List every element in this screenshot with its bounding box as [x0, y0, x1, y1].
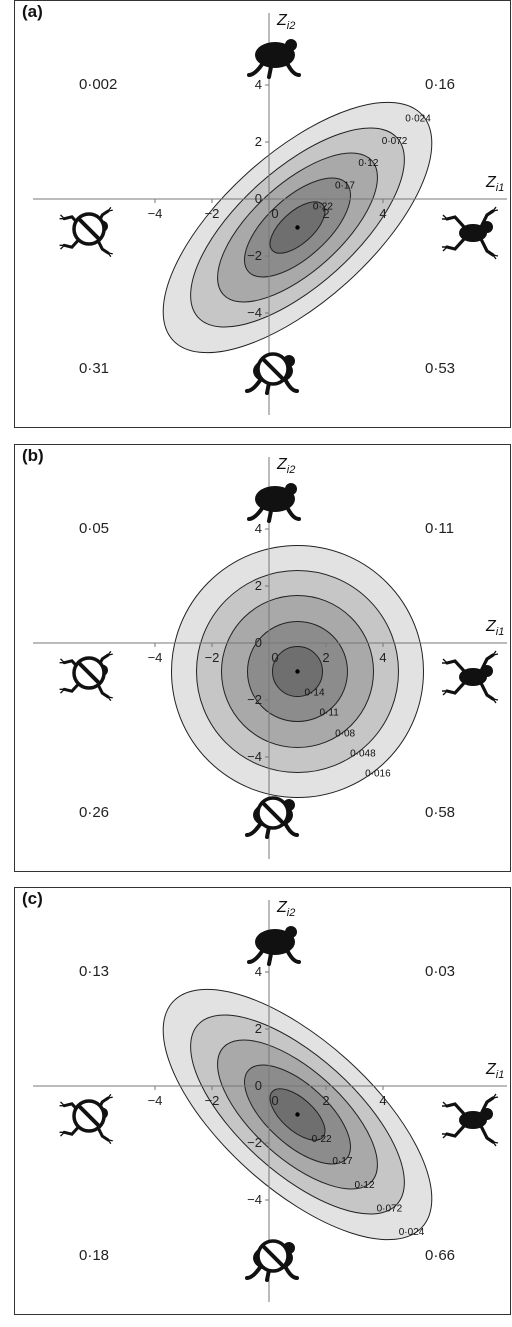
y-tick-label: 4: [255, 521, 262, 536]
prohibited-icon: [256, 352, 290, 386]
contour-label: 0·08: [335, 728, 355, 739]
y-axis-label: Zi2: [276, 12, 295, 32]
panel-label: (a): [22, 2, 43, 21]
x-tick-label: 2: [322, 650, 329, 665]
toad-icon: [247, 483, 301, 523]
contour-label: 0·12: [355, 1180, 375, 1191]
prohibited-icon: [72, 656, 106, 690]
mean-point: [295, 225, 300, 230]
panel-label: (c): [22, 889, 43, 908]
x-tick-label: 0: [271, 1093, 278, 1108]
quadrant-value-bottom-right: 0·58: [425, 804, 455, 821]
quadrant-value-top-right: 0·16: [425, 76, 455, 93]
y-tick-label: −4: [247, 305, 262, 320]
no-toad-icon: [245, 1239, 299, 1282]
quadrant-value-top-left: 0·05: [79, 520, 109, 537]
frog-icon: [442, 1093, 499, 1147]
prohibited-icon: [72, 1099, 106, 1133]
y-tick-label: −4: [247, 1192, 262, 1207]
contour-label: 0·072: [382, 136, 408, 147]
no-frog-icon: [59, 206, 113, 258]
prohibited-icon: [72, 212, 106, 246]
y-tick-label: 2: [255, 1021, 262, 1036]
contour-label: 0·072: [377, 1203, 403, 1214]
no-toad-icon: [245, 352, 299, 395]
y-tick-label: −4: [247, 749, 262, 764]
contour-label: 0·17: [335, 180, 355, 191]
x-tick-label: 4: [379, 206, 386, 221]
contour-label: 0·12: [358, 158, 378, 169]
y-tick-label: 0: [255, 1078, 262, 1093]
quadrant-value-bottom-left: 0·31: [79, 360, 109, 377]
no-frog-icon: [59, 650, 113, 702]
x-axis-label: Zi1: [485, 618, 504, 638]
y-axis-label: Zi2: [276, 456, 295, 476]
x-tick-label: −4: [148, 206, 163, 221]
quadrant-value-top-right: 0·11: [425, 520, 454, 537]
mean-point: [295, 669, 300, 674]
y-tick-label: 0: [255, 191, 262, 206]
y-tick-label: 2: [255, 134, 262, 149]
contour-plot: −4 −4 −2 −2 00 2 2 4 4 Zi2 Zi1 0·05 0·11 0·26 0·58 0·14…: [33, 456, 507, 859]
y-tick-label: −2: [247, 1135, 262, 1150]
panel-a: (a) −4 −4 −2 −2 0 0 2 2 4 4 Zi2 Zi1 0·002 0·16 0·31 0·53…: [14, 0, 511, 428]
toad-icon: [247, 39, 301, 79]
frog-icon: [442, 206, 499, 260]
contour-plot: −4 −4 −2 −2 00 2 2 4 4 Zi2 Zi1 0·13 0·03 0·18 0·66 0·22…: [33, 899, 507, 1302]
quadrant-value-top-right: 0·03: [425, 963, 455, 980]
prohibited-icon: [256, 796, 290, 830]
quadrant-value-bottom-left: 0·18: [79, 1247, 109, 1264]
contour-label: 0·22: [312, 1134, 332, 1145]
x-tick-label: −4: [148, 1093, 163, 1108]
x-axis-label: Zi1: [485, 1061, 504, 1081]
contour-label: 0·016: [365, 768, 391, 779]
mean-point: [295, 1112, 300, 1117]
x-tick-label: 2: [322, 206, 329, 221]
panel-c: (c) −4 −4 −2 −2 0 0 2 2 4 4 Zi2 Zi1 0·13 0·03 0·18 0·66 0…: [14, 887, 511, 1315]
quadrant-value-bottom-right: 0·66: [425, 1247, 455, 1264]
x-tick-label: −2: [205, 206, 220, 221]
y-tick-label: 2: [255, 578, 262, 593]
y-tick-label: 0: [255, 635, 262, 650]
contour-label: 0·14: [305, 688, 325, 699]
contour-label: 0·17: [332, 1156, 352, 1167]
x-tick-label: 2: [322, 1093, 329, 1108]
contour-plot: −4 −4 −2 −2 00 2 2 4 4 Zi2 Zi1 0·002 0·16 0·31 0·53 0·2…: [33, 12, 507, 415]
no-frog-icon: [59, 1093, 113, 1145]
contour-label: 0·22: [313, 201, 333, 212]
contour-label: 0·024: [399, 1227, 425, 1238]
x-tick-label: 4: [379, 1093, 386, 1108]
x-tick-label: 0: [271, 206, 278, 221]
contour-label: 0·024: [405, 114, 431, 125]
y-tick-label: −2: [247, 692, 262, 707]
no-toad-icon: [245, 796, 299, 839]
quadrant-value-top-left: 0·002: [79, 76, 117, 93]
quadrant-value-bottom-left: 0·26: [79, 804, 109, 821]
quadrant-value-top-left: 0·13: [79, 963, 109, 980]
y-axis-label: Zi2: [276, 899, 295, 919]
x-tick-label: −4: [148, 650, 163, 665]
x-tick-label: −2: [205, 650, 220, 665]
panel-label: (b): [22, 446, 44, 465]
toad-icon: [247, 926, 301, 966]
y-tick-label: 4: [255, 77, 262, 92]
x-tick-label: 4: [379, 650, 386, 665]
contour-label: 0·11: [320, 708, 340, 719]
frog-icon: [442, 650, 499, 704]
panel-b: (b) −4 −4 −2 −2 0 0 2 2 4 4 Zi2 Zi1 0·05 0·11 0·26 0·58 0…: [14, 444, 511, 872]
prohibited-icon: [256, 1239, 290, 1273]
x-axis-label: Zi1: [485, 174, 504, 194]
quadrant-value-bottom-right: 0·53: [425, 360, 455, 377]
y-tick-label: 4: [255, 964, 262, 979]
y-tick-label: −2: [247, 248, 262, 263]
contour-label: 0·048: [350, 748, 376, 759]
x-tick-label: −2: [205, 1093, 220, 1108]
x-tick-label: 0: [271, 650, 278, 665]
